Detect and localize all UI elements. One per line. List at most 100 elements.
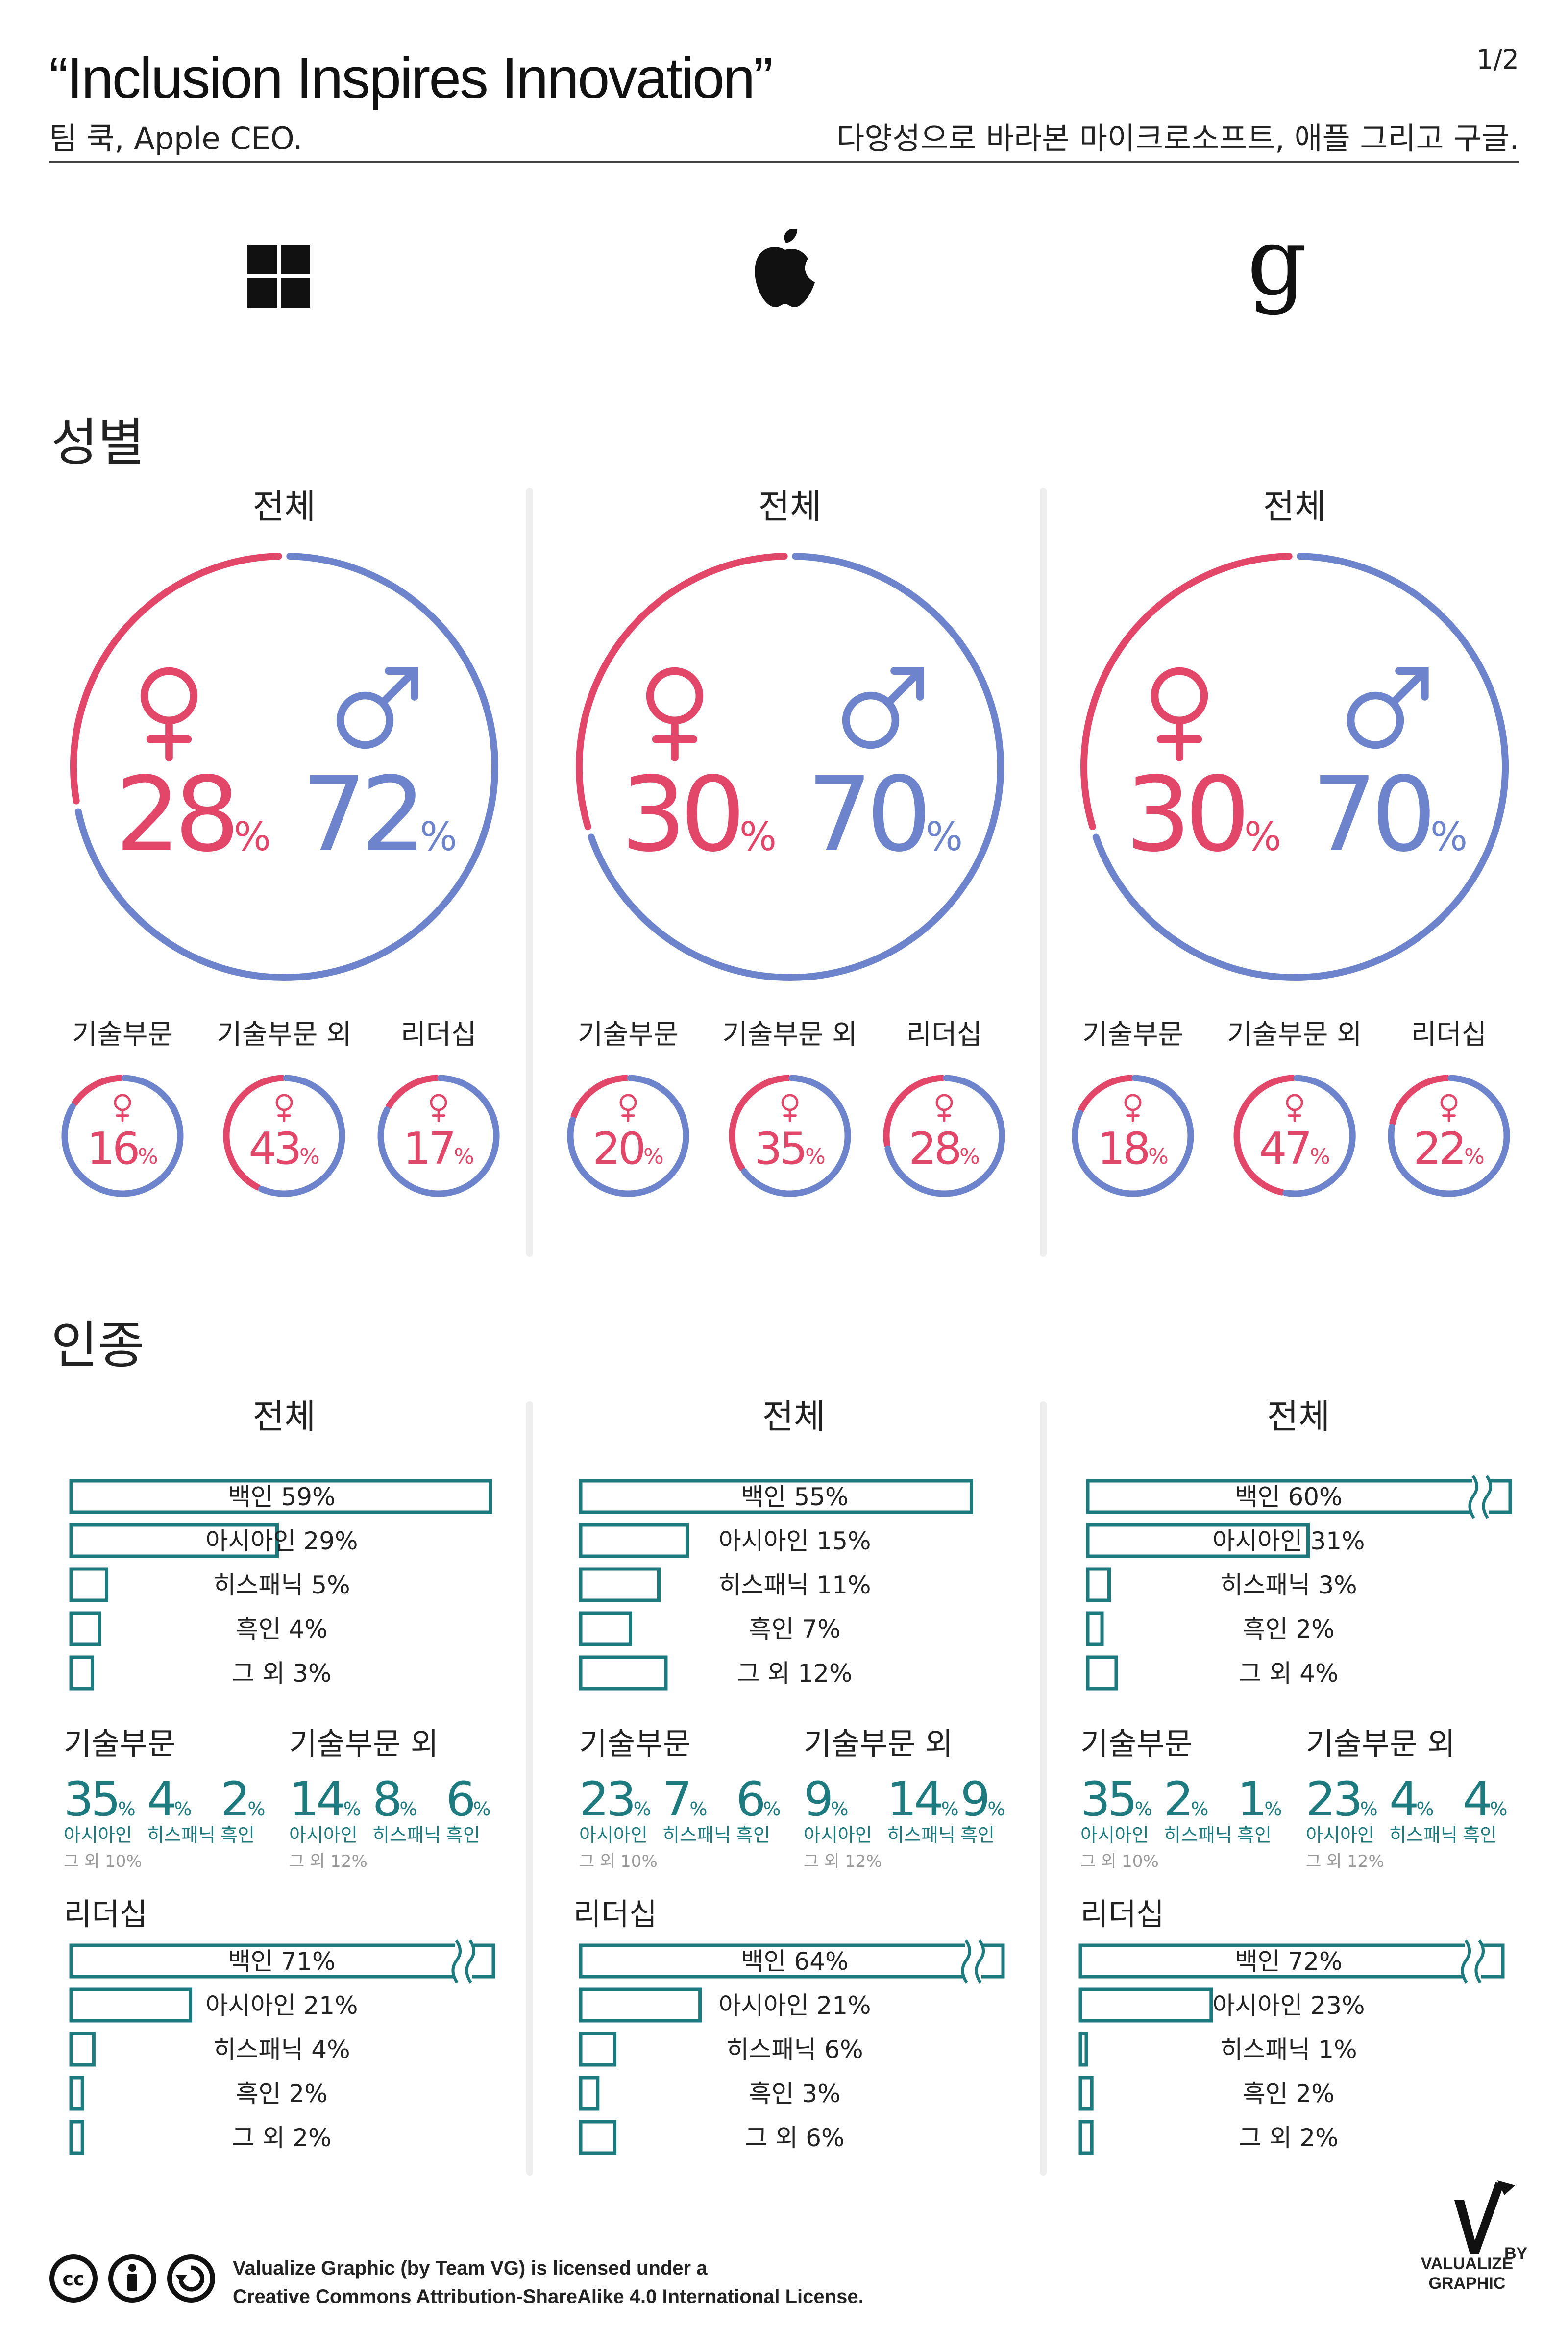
gender-sub-percent: 47% <box>1259 1123 1330 1175</box>
brand-name: VALUALIZE GRAPHIC <box>1421 2254 1513 2293</box>
mars-arrow <box>890 667 924 701</box>
race-leadership-title: 리더십 <box>64 1896 147 1932</box>
license-line-1: Valualize Graphic (by Team VG) is licens… <box>233 2257 708 2279</box>
race-bar <box>1078 1943 1505 1979</box>
male-symbol-icon <box>842 667 924 749</box>
race-bar <box>69 2120 84 2155</box>
race-total-bars: 백인 55% 아시아인 15% 히스패닉 11% 흑인 7% 그 외 12% <box>579 1479 973 1690</box>
female-symbol-icon <box>114 1094 131 1123</box>
race-bar-label: 백인 71% <box>228 1947 335 1976</box>
gender-total-title: 전체 <box>1263 487 1326 527</box>
race-tech-name: 히스패닉 <box>1164 1824 1232 1846</box>
race-tech-name: 아시아인 <box>579 1824 648 1846</box>
gender-total-title: 전체 <box>759 487 822 527</box>
race-tech-name: 흑인 <box>1237 1824 1272 1846</box>
gender-sub-donut <box>567 1075 689 1197</box>
race-leadership-bars: 백인 72% 아시아인 23% 히스패닉 1% 흑인 2% 그 외 2% <box>1078 1939 1505 2155</box>
male-arc <box>567 1075 689 1197</box>
race-nontech-percent: 8% <box>372 1772 417 1827</box>
race-tech-percent: 2% <box>220 1772 265 1827</box>
race-tech-name: 히스패닉 <box>147 1824 216 1846</box>
female-percent: 30% <box>621 755 777 875</box>
race-bar <box>1086 1611 1104 1646</box>
race-bar <box>1078 2032 1088 2067</box>
race-tech-title: 기술부문 <box>579 1726 691 1762</box>
venus-ring <box>1286 1094 1303 1111</box>
race-total-title: 전체 <box>253 1396 316 1437</box>
race-bar <box>1086 1567 1111 1602</box>
male-arc <box>1282 1075 1356 1197</box>
race-nontech-other: 그 외 12% <box>804 1852 882 1871</box>
female-arc <box>1233 1075 1296 1196</box>
venus-ring <box>114 1094 131 1111</box>
male-arc <box>1388 1075 1510 1197</box>
race-nontech-other: 그 외 12% <box>1306 1852 1384 1871</box>
gender-sub-label: 기술부문 <box>578 1019 679 1051</box>
page-number: 1/2 <box>1476 44 1519 75</box>
race-nontech-percent: 14% <box>887 1772 959 1827</box>
female-arc <box>1080 553 1293 831</box>
race-tech-percent: 6% <box>736 1772 781 1827</box>
quote-author: 팀 쿡, Apple CEO. <box>49 121 303 156</box>
female-arc <box>1389 1075 1450 1127</box>
gender-sub-donut <box>1233 1075 1356 1197</box>
male-percent: 72% <box>301 755 457 875</box>
race-bar-label: 그 외 6% <box>745 2124 844 2152</box>
gender-sub-donut <box>729 1075 851 1197</box>
female-symbol-icon <box>646 667 704 761</box>
race-bar-label: 백인 55% <box>741 1483 848 1511</box>
female-symbol-icon <box>1151 667 1208 761</box>
race-bar-label: 히스패닉 3% <box>1220 1571 1357 1599</box>
race-bar-label: 흑인 3% <box>749 2080 840 2108</box>
mars-ring <box>336 691 394 749</box>
gender-sub-donut <box>377 1075 500 1197</box>
race-bar <box>579 1567 661 1602</box>
race-bar-label: 흑인 4% <box>236 1615 327 1643</box>
section-title-gender: 성별 <box>51 413 145 472</box>
race-tech-name: 아시아인 <box>1080 1824 1149 1846</box>
gender-sub-label: 기술부문 외 <box>722 1019 857 1051</box>
axis-break-line <box>465 1939 475 1984</box>
section-title-race: 인종 <box>51 1315 145 1375</box>
gender-sub-donut <box>61 1075 184 1197</box>
race-bar-label: 그 외 12% <box>737 1659 853 1688</box>
attribution-icon <box>108 2254 156 2303</box>
race-bar-label: 백인 59% <box>228 1483 335 1511</box>
venus-ring <box>646 667 704 725</box>
race-total-bars: 백인 59% 아시아인 29% 히스패닉 5% 흑인 4% 그 외 3% <box>69 1479 492 1690</box>
brand-line-1: VALUALIZE <box>1421 2254 1513 2273</box>
race-tech-name: 아시아인 <box>64 1824 132 1846</box>
venus-ring <box>140 667 198 725</box>
race-nontech-name: 흑인 <box>446 1824 480 1846</box>
female-symbol-icon <box>1286 1094 1303 1123</box>
race-tech-title: 기술부문 <box>1080 1726 1192 1762</box>
race-bar <box>1086 1655 1118 1690</box>
race-bar-label: 히스패닉 4% <box>213 2035 350 2064</box>
race-bar-label: 흑인 2% <box>236 2080 327 2108</box>
female-symbol-icon <box>781 1094 799 1123</box>
race-nontech-name: 히스패닉 <box>887 1824 956 1846</box>
mars-ring <box>842 691 900 749</box>
race-nontech-name: 흑인 <box>1463 1824 1497 1846</box>
race-bar <box>1078 2076 1094 2111</box>
venus-ring <box>1440 1094 1458 1111</box>
female-arc <box>570 1075 630 1120</box>
female-symbol-icon <box>1440 1094 1458 1123</box>
male-arc <box>377 1075 500 1197</box>
female-symbol-icon <box>935 1094 953 1123</box>
female-arc <box>576 553 788 831</box>
race-bar-label: 그 외 4% <box>1239 1659 1338 1688</box>
race-bar <box>69 1987 193 2023</box>
license-text: Valualize Graphic (by Team VG) is licens… <box>233 2254 864 2311</box>
race-nontech-percent: 14% <box>289 1772 361 1827</box>
race-nontech-name: 아시아인 <box>804 1824 872 1846</box>
microsoft-windows-icon <box>247 245 310 308</box>
axis-break-line <box>961 1939 971 1984</box>
gender-total-donut <box>1080 553 1509 981</box>
race-tech-percent: 35% <box>1080 1772 1152 1827</box>
gender-total-title: 전체 <box>253 487 316 527</box>
race-bar-label: 백인 64% <box>741 1947 848 1976</box>
race-bar <box>1086 1523 1310 1558</box>
column-divider <box>1040 488 1047 1257</box>
cc-icon: cc <box>49 2254 98 2303</box>
